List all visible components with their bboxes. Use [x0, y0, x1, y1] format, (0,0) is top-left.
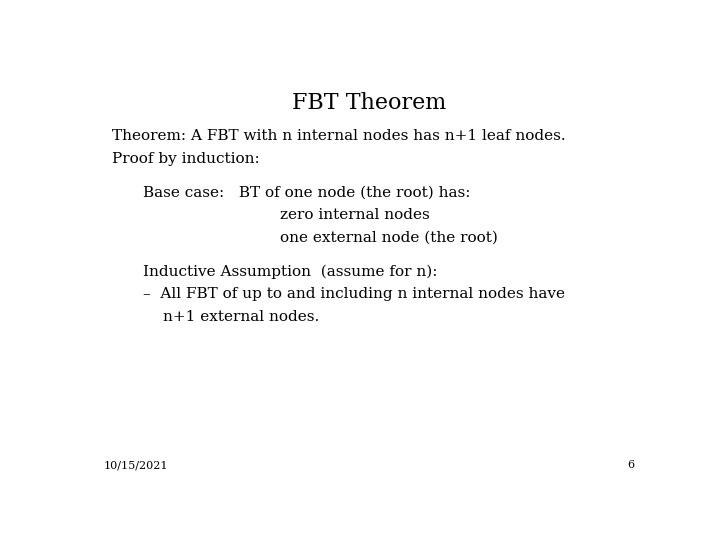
Text: zero internal nodes: zero internal nodes [280, 208, 429, 222]
Text: 10/15/2021: 10/15/2021 [104, 460, 168, 470]
Text: Theorem: A FBT with n internal nodes has n+1 leaf nodes.: Theorem: A FBT with n internal nodes has… [112, 129, 566, 143]
Text: n+1 external nodes.: n+1 external nodes. [163, 310, 319, 324]
Text: –  All FBT of up to and including n internal nodes have: – All FBT of up to and including n inter… [143, 287, 565, 301]
Text: Proof by induction:: Proof by induction: [112, 152, 260, 166]
Text: Base case:   BT of one node (the root) has:: Base case: BT of one node (the root) has… [143, 185, 470, 199]
Text: Inductive Assumption  (assume for n):: Inductive Assumption (assume for n): [143, 265, 438, 279]
Text: 6: 6 [627, 460, 634, 470]
Text: FBT Theorem: FBT Theorem [292, 92, 446, 114]
Text: one external node (the root): one external node (the root) [280, 231, 498, 245]
